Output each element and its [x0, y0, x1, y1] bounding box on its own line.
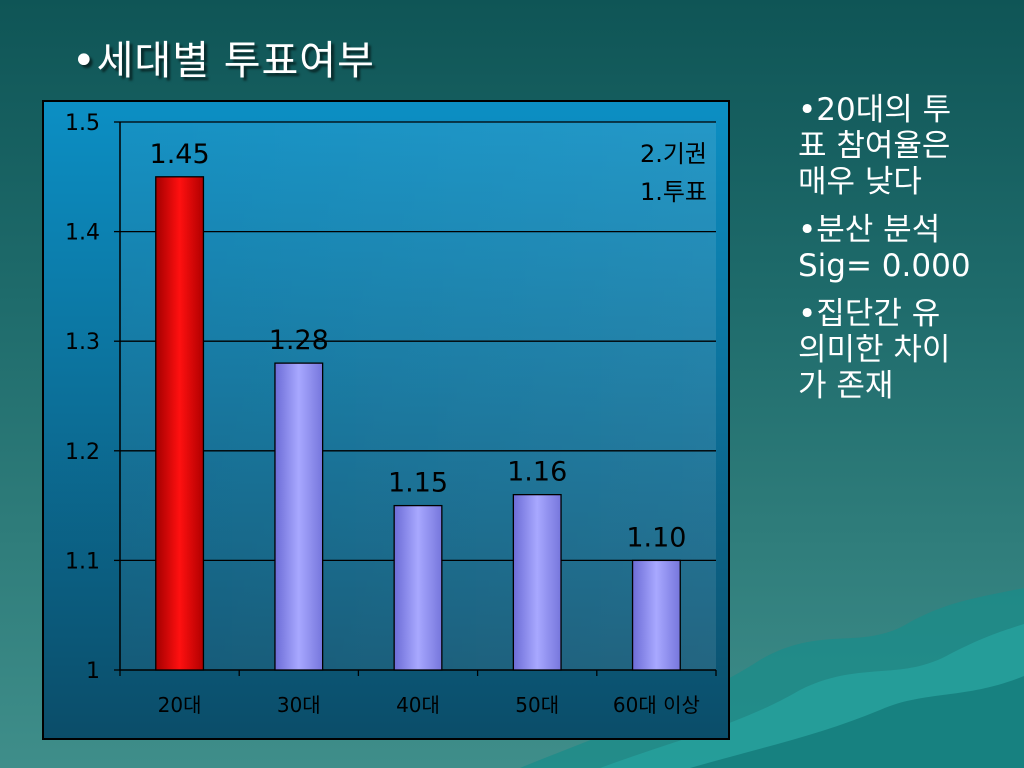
bar-0	[155, 176, 205, 671]
data-label-1: 1.28	[269, 325, 329, 356]
data-labels: 1.45 1.28 1.15 1.16 1.10	[150, 139, 687, 554]
side-bullet-list: •20대의 투 표 참여율은 매우 낮다 •분산 분석 Sig= 0.000 •…	[798, 92, 1020, 416]
y-tick-label: 1.4	[65, 221, 100, 246]
bar-chart-svg: 1.45 1.28 1.15 1.16 1.10 1 1.1 1.2 1.3 1.4 1.5 20…	[42, 100, 730, 740]
data-label-2: 1.15	[388, 468, 448, 499]
legend-label-vote: 1.투표	[640, 178, 707, 206]
legend-label-abstain: 2.기권	[640, 140, 707, 168]
y-tick-label: 1.3	[65, 330, 100, 355]
data-label-0: 1.45	[150, 139, 210, 170]
x-tick-label-0: 20대	[158, 693, 202, 717]
bar-4	[631, 559, 681, 671]
slide-title: •세대별 투표여부	[72, 38, 375, 84]
x-tick-label-4: 60대 이상	[613, 693, 700, 717]
bar-chart: 1.45 1.28 1.15 1.16 1.10 1 1.1 1.2 1.3 1.4 1.5 20…	[42, 100, 730, 740]
y-tick-label: 1.1	[65, 549, 100, 574]
bars	[155, 176, 681, 671]
bar-2	[393, 504, 443, 671]
x-tick-label-1: 30대	[277, 693, 321, 717]
y-tick-label: 1.5	[65, 111, 100, 136]
data-label-3: 1.16	[507, 457, 567, 488]
data-label-4: 1.10	[626, 522, 686, 553]
y-tick-label: 1	[86, 659, 100, 684]
bar-1	[274, 362, 324, 671]
y-axis-tick-labels: 1 1.1 1.2 1.3 1.4 1.5	[65, 111, 100, 684]
bullet-group-difference: •집단간 유 의미한 차이 가 존재	[798, 296, 951, 404]
bullet-anova: •분산 분석 Sig= 0.000	[798, 212, 971, 284]
x-axis-tick-labels: 20대 30대 40대 50대 60대 이상	[158, 693, 700, 717]
bar-3	[512, 493, 562, 671]
x-tick-label-3: 50대	[515, 693, 559, 717]
y-tick-label: 1.2	[65, 440, 100, 465]
x-tick-label-2: 40대	[396, 693, 440, 717]
bullet-20s-participation: •20대의 투 표 참여율은 매우 낮다	[798, 92, 952, 200]
